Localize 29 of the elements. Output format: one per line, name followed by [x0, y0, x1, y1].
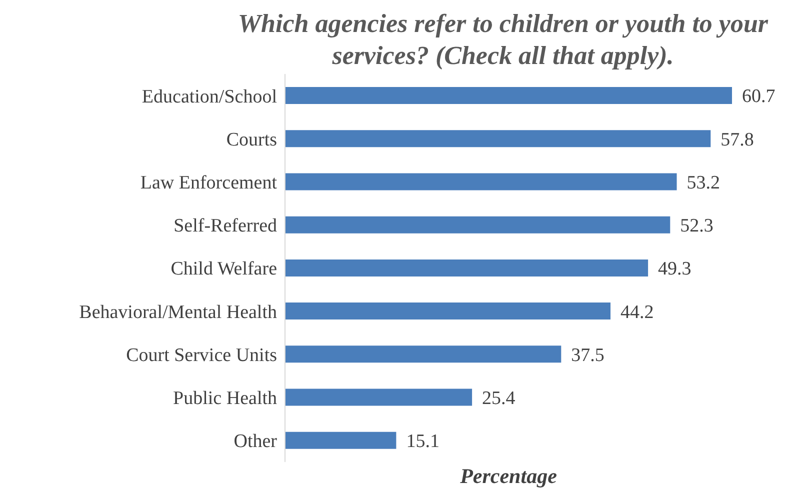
y-tick-label: Law Enforcement — [140, 172, 278, 194]
data-label: 57.8 — [720, 129, 754, 150]
bar — [285, 173, 677, 190]
bar — [285, 302, 610, 320]
data-label: 60.7 — [742, 86, 776, 108]
y-tick-label: Court Service Units — [126, 344, 277, 366]
data-label: 49.3 — [658, 258, 692, 280]
data-label: 52.3 — [680, 216, 714, 237]
data-label: 44.2 — [620, 302, 654, 323]
bar — [285, 216, 670, 234]
bar — [285, 432, 396, 449]
y-tick-label: Education/School — [142, 86, 277, 108]
y-tick-label: Self-Referred — [174, 216, 278, 237]
data-label: 25.4 — [482, 388, 516, 410]
y-tick-label: Public Health — [173, 388, 278, 410]
data-label: 15.1 — [406, 431, 440, 452]
bar — [285, 87, 732, 104]
y-tick-label: Other — [234, 431, 278, 452]
bar — [285, 346, 562, 363]
y-tick-label: Child Welfare — [170, 258, 277, 280]
bar — [285, 388, 472, 406]
data-label: 37.5 — [571, 344, 604, 366]
chart-title: Which agencies refer to children or youth to your services? (Check all that apply). — [236, 8, 770, 72]
data-label: 53.2 — [686, 172, 720, 194]
x-axis-title: Percentage — [459, 464, 558, 489]
y-tick-label: Courts — [226, 129, 277, 150]
bar — [285, 259, 648, 276]
bar — [285, 130, 711, 148]
y-tick-label: Behavioral/Mental Health — [79, 302, 278, 323]
